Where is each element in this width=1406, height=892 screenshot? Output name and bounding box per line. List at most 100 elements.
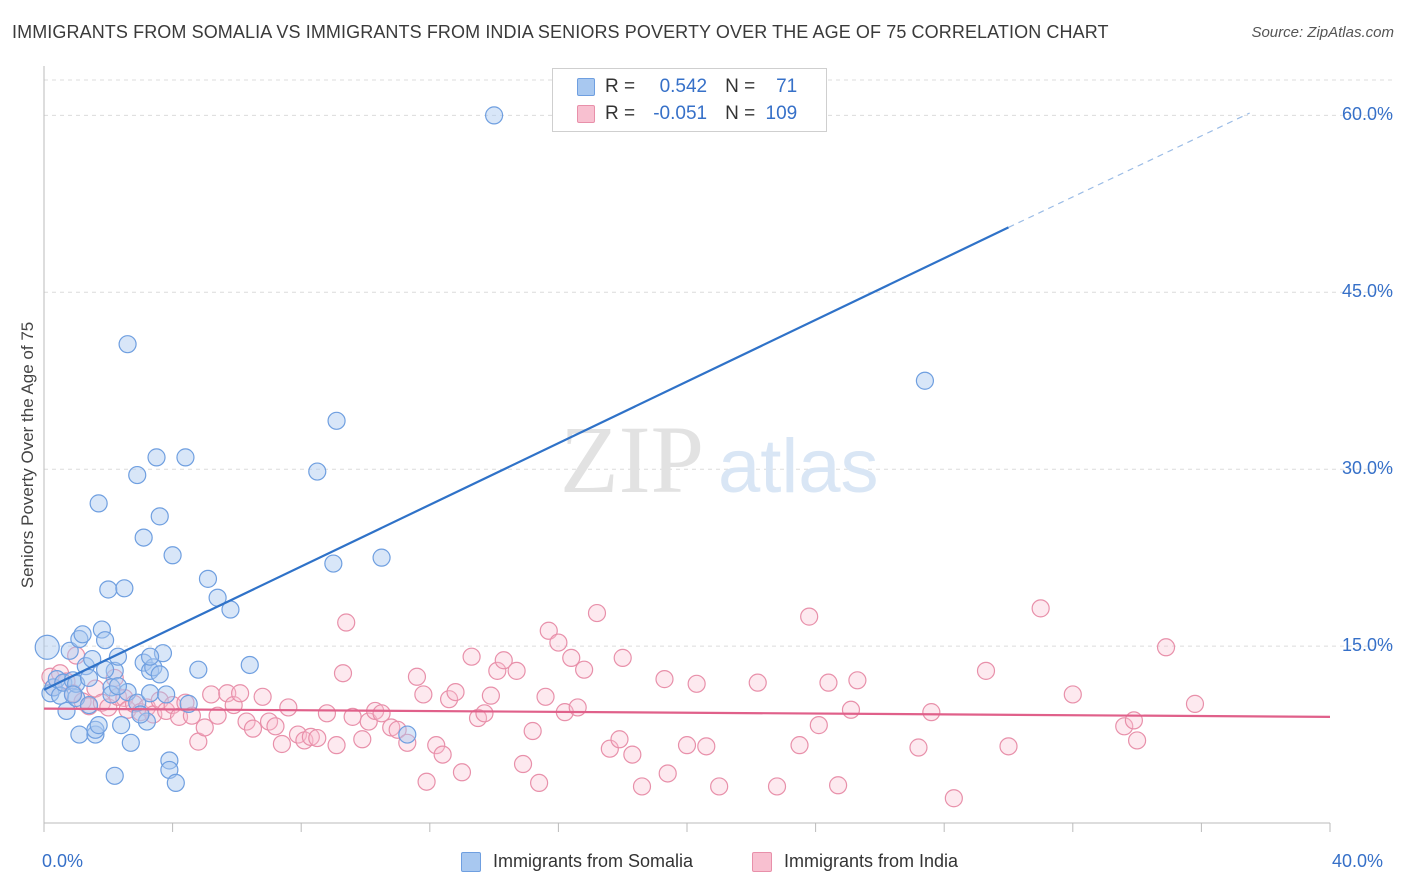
data-point-india [819, 673, 838, 692]
data-point-somalia [79, 695, 99, 715]
data-point-somalia [140, 684, 160, 703]
data-point-somalia [189, 660, 208, 679]
data-point-india [562, 648, 581, 667]
data-point-india [202, 685, 221, 704]
data-point-india [944, 789, 963, 808]
legend-item-somalia: Immigrants from Somalia [461, 851, 693, 872]
data-point-india [414, 685, 433, 704]
data-point-india [632, 777, 652, 796]
legend-n-value: 109 [765, 103, 798, 124]
data-point-india [623, 745, 642, 764]
data-point-india [568, 698, 587, 717]
trend-lines [43, 112, 1331, 718]
legend-swatch-india [752, 851, 772, 872]
data-point-somalia [240, 655, 259, 675]
legend-n-label: N = [725, 103, 756, 124]
data-point-somalia [128, 465, 147, 485]
legend-label-india: Immigrants from India [784, 851, 959, 871]
data-point-somalia [89, 494, 108, 513]
data-point-india [767, 777, 787, 796]
data-point-india [279, 698, 298, 717]
data-point-somalia [57, 701, 76, 721]
watermark-atlas: atlas [718, 424, 879, 509]
x-tick-label-max: 40.0% [1332, 851, 1384, 871]
data-point-india [407, 667, 427, 686]
legend-swatch-somalia [461, 851, 481, 872]
data-point-india [237, 712, 256, 731]
y-tick-label: 30.0% [1341, 458, 1393, 479]
x-tick-label-min: 0.0% [42, 851, 84, 871]
legend-r-value: 0.542 [659, 76, 708, 97]
data-point-somalia [915, 371, 935, 390]
data-point-somalia [308, 462, 327, 481]
watermark: ZIP atlas [560, 406, 879, 513]
data-point-somalia [70, 725, 89, 744]
data-point-somalia [485, 106, 504, 125]
data-point-somalia [115, 579, 134, 598]
data-point-india [266, 717, 285, 736]
data-point-india [1156, 638, 1176, 657]
data-point-india [481, 686, 500, 705]
data-point-somalia [324, 554, 343, 573]
data-point-india [677, 736, 697, 755]
data-point-india [600, 739, 619, 758]
chart-title: IMMIGRANTS FROM SOMALIA VS IMMIGRANTS FR… [12, 22, 1109, 42]
data-point-india [1031, 599, 1050, 618]
data-point-india [433, 745, 452, 764]
data-point-india [530, 773, 549, 793]
data-point-somalia [105, 766, 124, 785]
legend-n-value: 71 [776, 76, 798, 97]
data-point-india [231, 684, 250, 703]
data-point-somalia [176, 448, 195, 467]
y-tick-label: 60.0% [1341, 104, 1393, 125]
data-point-india [536, 687, 555, 706]
data-point-india [841, 700, 861, 719]
data-point-somalia [128, 693, 147, 712]
data-point-india [976, 661, 996, 680]
legend-r-label: R = [605, 103, 636, 124]
data-point-somalia [163, 546, 182, 565]
data-point-somalia [73, 625, 92, 644]
data-point-india [353, 730, 372, 749]
data-point-india [613, 648, 632, 667]
trend-line-somalia [43, 226, 1009, 691]
data-point-somalia [134, 528, 153, 547]
data-point-india [999, 737, 1018, 756]
data-point-somalia [157, 685, 176, 704]
y-tick-label: 15.0% [1341, 635, 1393, 656]
data-point-somalia [198, 569, 218, 588]
data-point-india [575, 660, 594, 679]
data-point-somalia [118, 335, 137, 354]
data-point-india [253, 687, 272, 706]
legend-r-value: -0.051 [653, 103, 708, 124]
data-point-india [327, 736, 346, 755]
series-somalia-points [34, 106, 935, 793]
data-point-india [243, 719, 263, 738]
data-point-somalia [150, 507, 169, 526]
data-point-india [909, 738, 928, 757]
data-point-somalia [112, 716, 131, 735]
legend-label-somalia: Immigrants from Somalia [493, 851, 694, 871]
data-point-india [610, 730, 629, 749]
legend-swatch-india [577, 105, 595, 123]
legend-item-india: Immigrants from India [752, 851, 958, 872]
data-point-india [301, 727, 320, 747]
data-point-india [587, 603, 607, 623]
data-point-somalia [92, 620, 111, 639]
data-point-india [809, 716, 828, 735]
data-point-somalia [121, 733, 140, 752]
data-point-somalia [79, 668, 99, 688]
data-point-india [182, 706, 201, 725]
trend-line-india [43, 707, 1331, 718]
data-point-somalia [63, 685, 83, 704]
data-point-india [710, 777, 729, 796]
watermark-zip: ZIP [560, 406, 704, 513]
data-point-india [272, 734, 292, 754]
data-point-somalia [160, 751, 179, 770]
data-point-india [494, 651, 513, 670]
data-point-india [655, 670, 674, 689]
data-point-india [922, 703, 941, 722]
data-point-india [417, 772, 436, 791]
data-point-somalia [60, 641, 79, 660]
